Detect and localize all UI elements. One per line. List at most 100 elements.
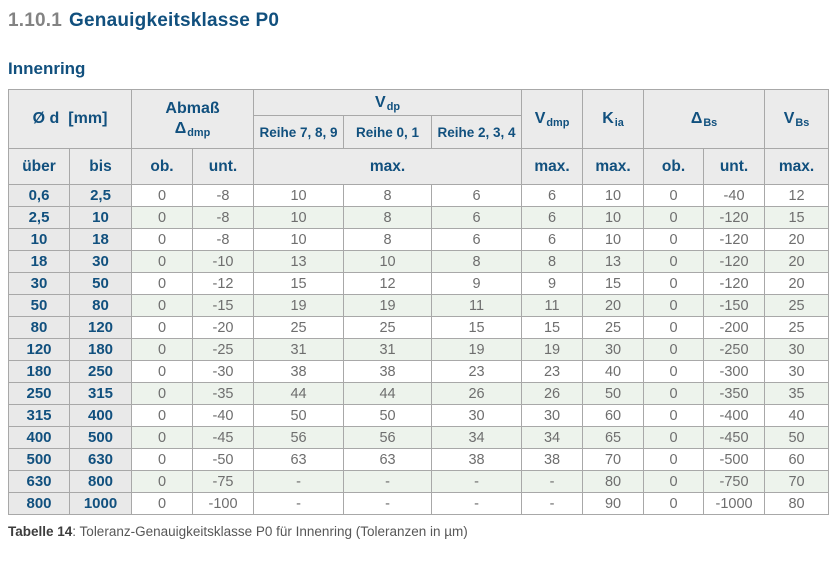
tolerance-value-cell: 65 bbox=[582, 426, 645, 449]
vdp-subscript: dp bbox=[386, 100, 400, 113]
tolerance-value-cell: - bbox=[431, 492, 523, 515]
tolerance-value-cell: 26 bbox=[521, 382, 584, 405]
tolerance-value-cell: 30 bbox=[431, 404, 523, 427]
tolerance-value-cell: 30 bbox=[764, 360, 830, 383]
tolerance-value-cell: 0 bbox=[131, 404, 193, 427]
tolerance-value-cell: -50 bbox=[191, 448, 255, 471]
tolerance-value-cell: 0 bbox=[131, 272, 193, 295]
tolerance-value-cell: 10 bbox=[253, 206, 345, 229]
heading-number: 1.10.1 bbox=[8, 10, 63, 31]
caption-label: Tabelle 14 bbox=[8, 524, 73, 539]
tolerance-value-cell: 0 bbox=[131, 492, 193, 515]
diameter-unit: [mm] bbox=[68, 110, 108, 127]
tolerance-value-cell: 25 bbox=[253, 316, 345, 339]
tolerance-value-cell: 50 bbox=[582, 382, 645, 405]
delta-subscript: dmp bbox=[187, 127, 211, 140]
table-row: 30 50 0 -12 15 12 9 9 15 0 -120 20 bbox=[8, 272, 830, 295]
col-header-vdmp: Vdmp bbox=[521, 89, 584, 149]
col-header-vdp: Vdp bbox=[253, 89, 523, 116]
subheader-kia-max: max. bbox=[582, 148, 645, 185]
tolerance-value-cell: 0 bbox=[131, 250, 193, 273]
size-range-cell: 120 bbox=[8, 338, 70, 361]
tolerance-value-cell: 60 bbox=[582, 404, 645, 427]
size-range-cell: 315 bbox=[8, 404, 70, 427]
tolerance-value-cell: 10 bbox=[343, 250, 433, 273]
diameter-symbol: Ø d bbox=[32, 110, 60, 127]
tolerance-value-cell: 40 bbox=[582, 360, 645, 383]
tolerance-value-cell: 50 bbox=[253, 404, 345, 427]
tolerance-value-cell: -200 bbox=[703, 316, 766, 339]
tolerance-value-cell: 15 bbox=[764, 206, 830, 229]
tolerance-value-cell: -15 bbox=[191, 294, 255, 317]
tolerance-value-cell: -750 bbox=[703, 470, 766, 493]
tolerance-value-cell: 0 bbox=[131, 360, 193, 383]
size-range-cell: 2,5 bbox=[69, 184, 132, 207]
header-row-limits: über bis ob. unt. max. max. max. ob. unt… bbox=[8, 148, 830, 185]
tolerance-value-cell: 38 bbox=[431, 448, 523, 471]
tolerance-value-cell: 50 bbox=[764, 426, 830, 449]
tolerance-value-cell: 15 bbox=[431, 316, 523, 339]
size-range-cell: 250 bbox=[8, 382, 70, 405]
tolerance-value-cell: -120 bbox=[703, 250, 766, 273]
size-range-cell: 10 bbox=[8, 228, 70, 251]
table-row: 2,5 10 0 -8 10 8 6 6 10 0 -120 15 bbox=[8, 206, 830, 229]
dbs-subscript: Bs bbox=[703, 117, 718, 130]
size-range-cell: 50 bbox=[8, 294, 70, 317]
tolerance-value-cell: 10 bbox=[582, 184, 645, 207]
tolerance-value-cell: 0 bbox=[643, 184, 705, 207]
subheader-vbs-max: max. bbox=[764, 148, 830, 185]
tolerance-value-cell: -35 bbox=[191, 382, 255, 405]
kia-subscript: ia bbox=[614, 117, 624, 130]
tolerance-value-cell: - bbox=[343, 492, 433, 515]
tolerance-value-cell: - bbox=[343, 470, 433, 493]
tolerance-value-cell: - bbox=[431, 470, 523, 493]
tolerance-value-cell: -100 bbox=[191, 492, 255, 515]
tolerance-value-cell: -120 bbox=[703, 206, 766, 229]
size-range-cell: 30 bbox=[8, 272, 70, 295]
tolerance-value-cell: 50 bbox=[343, 404, 433, 427]
tolerance-value-cell: -75 bbox=[191, 470, 255, 493]
table-caption: Tabelle 14: Toleranz-Genauigkeitsklasse … bbox=[8, 524, 828, 539]
size-range-cell: 18 bbox=[69, 228, 132, 251]
dbs-symbol: Δ bbox=[690, 110, 703, 127]
tolerance-value-cell: 0 bbox=[131, 206, 193, 229]
tolerance-value-cell: 12 bbox=[764, 184, 830, 207]
tolerance-value-cell: 10 bbox=[582, 228, 645, 251]
vbs-subscript: Bs bbox=[795, 117, 810, 130]
tolerance-value-cell: -150 bbox=[703, 294, 766, 317]
tolerance-value-cell: 20 bbox=[764, 272, 830, 295]
table-row: 80 120 0 -20 25 25 15 15 25 0 -200 25 bbox=[8, 316, 830, 339]
table-row: 315 400 0 -40 50 50 30 30 60 0 -400 40 bbox=[8, 404, 830, 427]
tolerance-value-cell: 6 bbox=[521, 184, 584, 207]
tolerance-table: Ø d [mm] Abmaß Δdmp Vdp Vdmp Kia bbox=[8, 89, 830, 515]
tolerance-value-cell: 0 bbox=[131, 448, 193, 471]
table-row: 400 500 0 -45 56 56 34 34 65 0 -450 50 bbox=[8, 426, 830, 449]
subheader-vdmp-max: max. bbox=[521, 148, 584, 185]
heading-text: Genauigkeitsklasse P0 bbox=[69, 10, 280, 31]
size-range-cell: 400 bbox=[8, 426, 70, 449]
tolerance-value-cell: 8 bbox=[343, 206, 433, 229]
tolerance-value-cell: 0 bbox=[131, 228, 193, 251]
caption-text: : Toleranz-Genauigkeitsklasse P0 für Inn… bbox=[72, 524, 468, 539]
tolerance-value-cell: -300 bbox=[703, 360, 766, 383]
tolerance-value-cell: 0 bbox=[643, 294, 705, 317]
page-title: 1.10.1 Genauigkeitsklasse P0 bbox=[8, 10, 828, 32]
tolerance-value-cell: 20 bbox=[582, 294, 645, 317]
size-range-cell: 500 bbox=[8, 448, 70, 471]
size-range-cell: 18 bbox=[8, 250, 70, 273]
tolerance-value-cell: 0 bbox=[643, 272, 705, 295]
tolerance-value-cell: 90 bbox=[582, 492, 645, 515]
tolerance-value-cell: 0 bbox=[131, 338, 193, 361]
table-row: 0,6 2,5 0 -8 10 8 6 6 10 0 -40 12 bbox=[8, 184, 830, 207]
tolerance-value-cell: 31 bbox=[343, 338, 433, 361]
table-row: 800 1000 0 -100- - - -90 0 -1000 80 bbox=[8, 492, 830, 515]
tolerance-value-cell: 0 bbox=[643, 426, 705, 449]
tolerance-value-cell: 30 bbox=[764, 338, 830, 361]
subheader-ob: ob. bbox=[131, 148, 193, 185]
table-row: 50 80 0 -15 19 19 11 11 20 0 -150 25 bbox=[8, 294, 830, 317]
tolerance-value-cell: 30 bbox=[521, 404, 584, 427]
tolerance-value-cell: 56 bbox=[253, 426, 345, 449]
vbs-symbol: V bbox=[783, 110, 795, 127]
tolerance-value-cell: -20 bbox=[191, 316, 255, 339]
tolerance-value-cell: 23 bbox=[431, 360, 523, 383]
